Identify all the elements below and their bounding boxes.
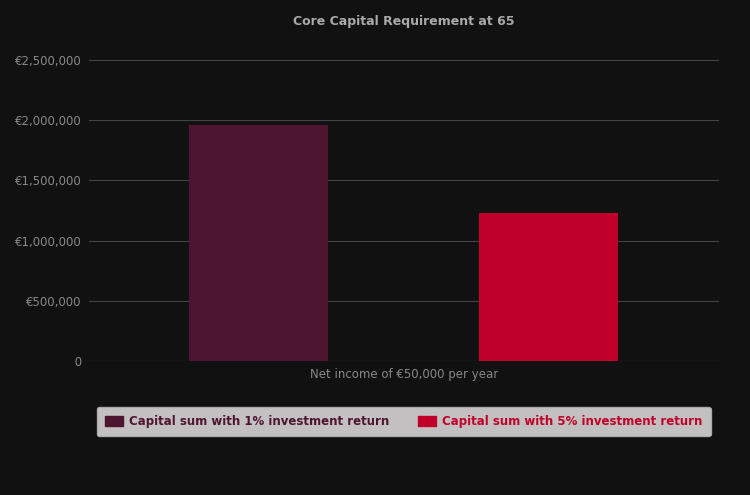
Bar bbox=[479, 213, 618, 361]
Legend: Capital sum with 1% investment return, Capital sum with 5% investment return: Capital sum with 1% investment return, C… bbox=[97, 407, 711, 436]
Bar bbox=[190, 125, 328, 361]
Title: Core Capital Requirement at 65: Core Capital Requirement at 65 bbox=[293, 15, 514, 28]
